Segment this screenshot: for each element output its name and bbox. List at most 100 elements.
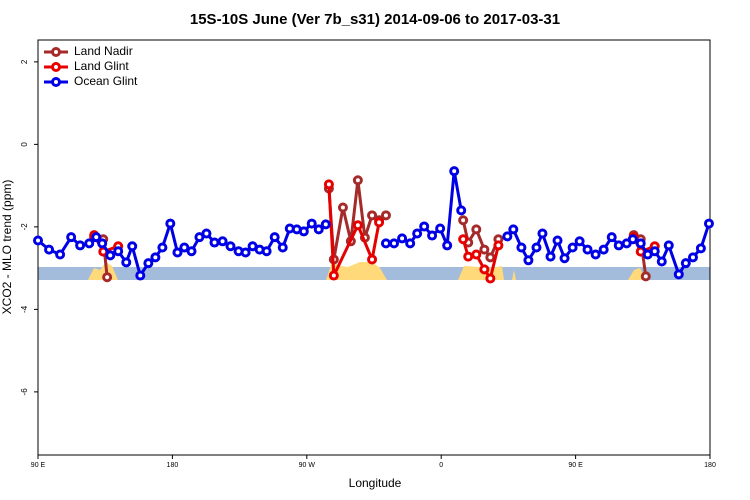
point: [121, 257, 132, 268]
point: [606, 232, 617, 243]
point: [479, 244, 490, 255]
point: [673, 269, 684, 280]
point: [545, 251, 556, 262]
point: [559, 253, 570, 264]
y-tick-label: 2: [20, 59, 29, 64]
legend-marker: [51, 47, 61, 57]
point: [33, 235, 43, 246]
point: [695, 243, 706, 254]
point: [613, 240, 624, 251]
point: [105, 250, 116, 261]
point: [55, 249, 66, 260]
point: [277, 242, 288, 253]
point: [640, 271, 651, 282]
point: [397, 233, 408, 244]
point: [502, 231, 513, 242]
y-tick-label: -2: [20, 223, 29, 231]
legend-label: Land Nadir: [74, 44, 133, 58]
point: [380, 210, 391, 221]
point: [485, 252, 496, 263]
point: [389, 238, 400, 249]
point: [127, 241, 138, 252]
point: [323, 179, 334, 190]
x-tick-label: 180: [167, 462, 179, 469]
point: [113, 246, 124, 257]
land-area: [326, 262, 387, 280]
point: [508, 224, 519, 235]
point: [458, 234, 469, 245]
legend-label: Ocean Glint: [74, 74, 138, 88]
point: [663, 240, 674, 251]
point: [186, 246, 197, 257]
point: [157, 242, 168, 253]
point: [66, 232, 77, 243]
point: [209, 237, 220, 248]
point: [374, 217, 385, 228]
x-tick-label: 90 E: [31, 462, 46, 469]
point: [537, 228, 548, 239]
point: [471, 249, 482, 260]
point: [91, 232, 102, 243]
point: [516, 242, 527, 253]
point: [590, 249, 601, 260]
point: [75, 240, 86, 251]
x-tick-label: 90 E: [568, 462, 583, 469]
point: [479, 264, 490, 275]
point: [179, 242, 190, 253]
x-tick-label: 0: [439, 462, 443, 469]
point: [380, 238, 391, 249]
y-tick-label: -6: [20, 388, 29, 396]
point: [449, 166, 460, 177]
point: [135, 270, 146, 281]
point: [102, 272, 113, 283]
point: [456, 205, 467, 216]
y-axis-label: XCO2 - MLO trend (ppm): [0, 180, 14, 315]
point: [703, 218, 714, 229]
land-area: [512, 270, 516, 280]
legend-label: Land Glint: [74, 59, 129, 73]
point: [442, 240, 453, 251]
point: [687, 252, 698, 263]
point: [367, 210, 378, 221]
point: [194, 232, 205, 243]
point: [328, 270, 339, 281]
series: [89, 179, 660, 284]
point: [84, 238, 95, 249]
point: [552, 235, 563, 246]
point: [201, 228, 212, 239]
point: [463, 251, 474, 262]
point: [531, 242, 542, 253]
point: [313, 224, 324, 235]
point: [680, 258, 691, 269]
point: [44, 244, 55, 255]
point: [337, 202, 348, 213]
point: [493, 240, 504, 251]
point: [427, 230, 438, 241]
point: [352, 175, 363, 186]
y-tick-label: 0: [20, 142, 29, 147]
point: [367, 254, 378, 265]
point: [435, 223, 446, 234]
point: [582, 244, 593, 255]
point: [240, 247, 251, 258]
point: [412, 228, 423, 239]
point: [143, 258, 154, 269]
point: [574, 236, 585, 247]
point: [150, 252, 161, 263]
point: [419, 221, 430, 232]
point: [352, 220, 363, 231]
point: [269, 232, 280, 243]
plot-frame: [37, 39, 711, 456]
chart-title: 15S-10S June (Ver 7b_s31) 2014-09-06 to …: [190, 11, 560, 28]
point: [656, 256, 667, 267]
point: [97, 238, 108, 249]
point: [172, 247, 183, 258]
point: [649, 246, 660, 257]
point: [523, 255, 534, 266]
point: [598, 244, 609, 255]
point: [225, 241, 236, 252]
point: [165, 218, 176, 229]
point: [485, 273, 496, 284]
point: [635, 238, 646, 249]
